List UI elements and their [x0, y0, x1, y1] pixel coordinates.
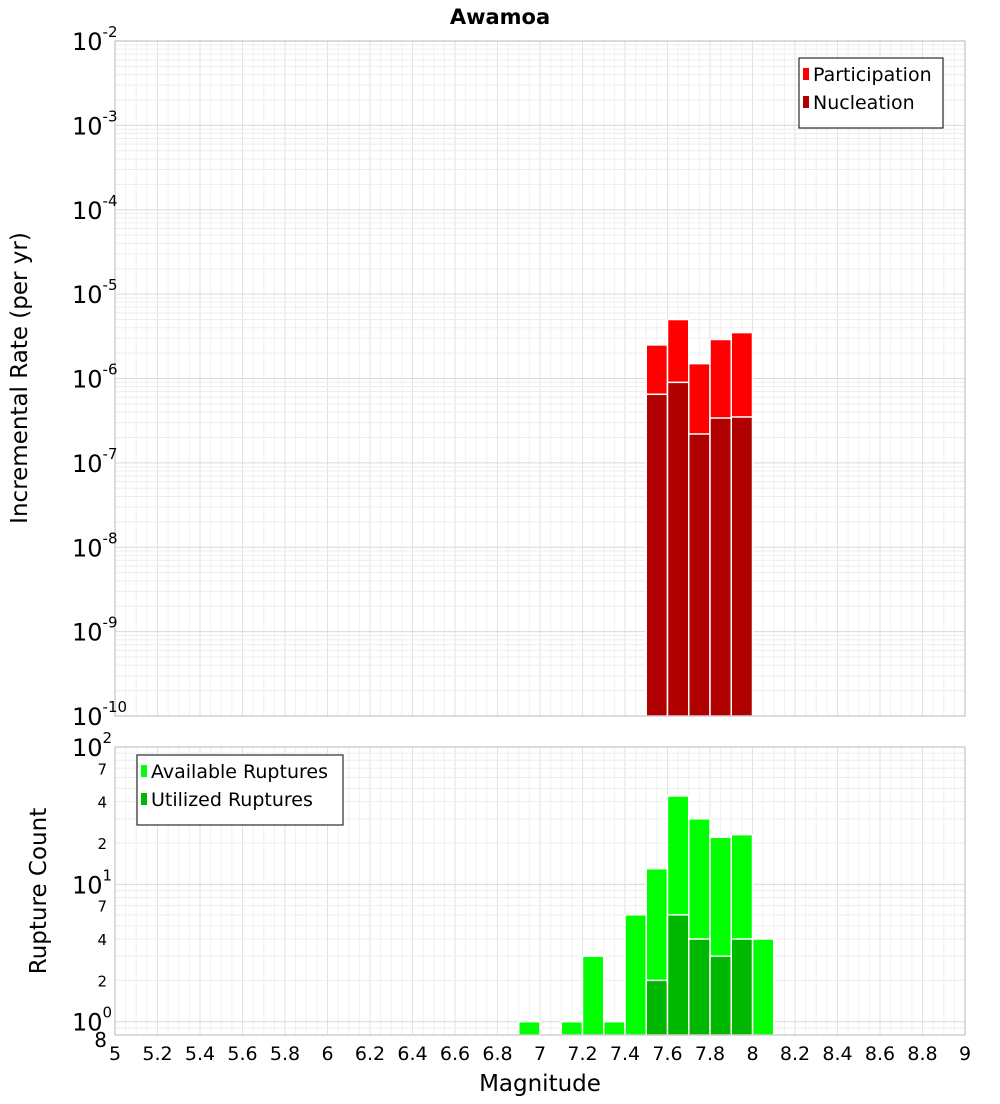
- y-tick-label: 10-8: [72, 529, 118, 562]
- legend-swatch: [141, 765, 147, 777]
- bar: [560, 1020, 584, 1036]
- x-tick-label: 5.8: [270, 1043, 300, 1065]
- x-tick-label: 9: [959, 1043, 971, 1065]
- y-tick-label: 10-2: [72, 23, 118, 56]
- x-tick-label: 5.6: [227, 1043, 257, 1065]
- bottom-y-axis-label: Rupture Count: [26, 808, 52, 974]
- y-tick-label: 10-9: [72, 614, 118, 647]
- y-tick-label: 102: [72, 729, 112, 762]
- y-tick-labels: 100 101 102: [72, 729, 112, 1037]
- bar: [645, 979, 669, 1036]
- y-tick-label: 10-3: [72, 107, 118, 140]
- x-tick-labels: 5 5.2 5.4 5.6 5.8 6 6.2 6.4 6.6 6.8 7 7.2 7.4 7.6 7.8 8…: [109, 1043, 971, 1065]
- bar: [688, 938, 711, 1036]
- legend-swatch: [803, 68, 809, 80]
- legend-label: Utilized Ruptures: [151, 789, 313, 811]
- y-tick-label: 101: [72, 866, 112, 899]
- x-tick-label: 8.6: [865, 1043, 895, 1065]
- x-tick-label: 6: [321, 1043, 333, 1065]
- plot-border: [114, 746, 966, 1036]
- y-tick-label: 10-5: [72, 276, 118, 309]
- bar: [624, 914, 647, 1036]
- bar: [666, 914, 690, 1036]
- bar: [603, 1020, 626, 1036]
- y-minor-tick-label: 2: [97, 972, 107, 990]
- grid-lines: [114, 40, 966, 717]
- legend-label: Participation: [813, 64, 932, 86]
- bar: [645, 393, 669, 717]
- x-tick-label: 7.2: [567, 1043, 597, 1065]
- top-plot: 10-10 10-9 10-8 10-7 10-6 10-5 10-4 10-3 10-2 Par…: [72, 23, 966, 731]
- y-minor-tick-labels: 8 2 4 7 2 4 7: [94, 760, 107, 1052]
- x-tick-label: 5.4: [185, 1043, 215, 1065]
- x-tick-label: 8.4: [822, 1043, 852, 1065]
- x-axis-label: Magnitude: [479, 1071, 601, 1097]
- y-minor-tick-label: 7: [97, 760, 107, 778]
- x-tick-label: 7.8: [695, 1043, 725, 1065]
- y-minor-tick-label: 2: [97, 835, 107, 853]
- chart-title: Awamoa: [450, 5, 550, 29]
- bar: [730, 416, 754, 717]
- bar: [518, 1020, 541, 1036]
- x-tick-label: 8: [746, 1043, 758, 1065]
- y-minor-tick-label: 4: [97, 931, 107, 949]
- legend-box: [136, 754, 344, 826]
- legend-swatch: [803, 96, 809, 108]
- series-utilized-ruptures: [645, 914, 754, 1036]
- y-tick-label: 10-7: [72, 445, 118, 478]
- x-tick-label: 5.2: [142, 1043, 172, 1065]
- y-tick-label: 10-6: [72, 361, 118, 394]
- y-tick-label: 100: [72, 1004, 112, 1037]
- x-tick-label: 8.8: [907, 1043, 937, 1065]
- plot-border: [114, 40, 966, 717]
- x-tick-label: 7: [534, 1043, 546, 1065]
- y-minor-tick-label: 4: [97, 794, 107, 812]
- legend-box: [798, 57, 944, 129]
- y-minor-tick-label: 8: [94, 1028, 107, 1052]
- bar: [666, 381, 690, 717]
- legend: Available Ruptures Utilized Ruptures: [136, 754, 344, 826]
- x-tick-label: 8.2: [780, 1043, 810, 1065]
- x-tick-label: 6.4: [397, 1043, 427, 1065]
- legend: Participation Nucleation: [798, 57, 944, 129]
- y-tick-label: 10-10: [72, 698, 127, 731]
- bar: [709, 955, 732, 1036]
- bottom-plot: 100 101 102 8 2 4 7 2 4 7 5 5.2 5.4 5.6 5.8 6 6.2 6.4 6.6 6…: [72, 729, 971, 1065]
- bar: [730, 938, 754, 1036]
- x-tick-label: 7.6: [652, 1043, 682, 1065]
- x-tick-label: 6.6: [440, 1043, 470, 1065]
- bar: [709, 417, 732, 717]
- y-tick-labels: 10-10 10-9 10-8 10-7 10-6 10-5 10-4 10-3 10-2: [72, 23, 127, 731]
- x-tick-label: 6.2: [355, 1043, 385, 1065]
- x-tick-label: 6.8: [482, 1043, 512, 1065]
- legend-label: Nucleation: [813, 92, 915, 114]
- top-y-axis-label: Incremental Rate (per yr): [7, 232, 33, 524]
- legend-label: Available Ruptures: [151, 761, 328, 783]
- y-minor-tick-label: 7: [97, 898, 107, 916]
- y-tick-label: 10-4: [72, 192, 118, 225]
- legend-swatch: [141, 793, 147, 805]
- bar: [581, 955, 605, 1036]
- bar: [688, 433, 711, 717]
- x-tick-label: 5: [109, 1043, 121, 1065]
- bar: [751, 938, 775, 1036]
- x-tick-label: 7.4: [610, 1043, 640, 1065]
